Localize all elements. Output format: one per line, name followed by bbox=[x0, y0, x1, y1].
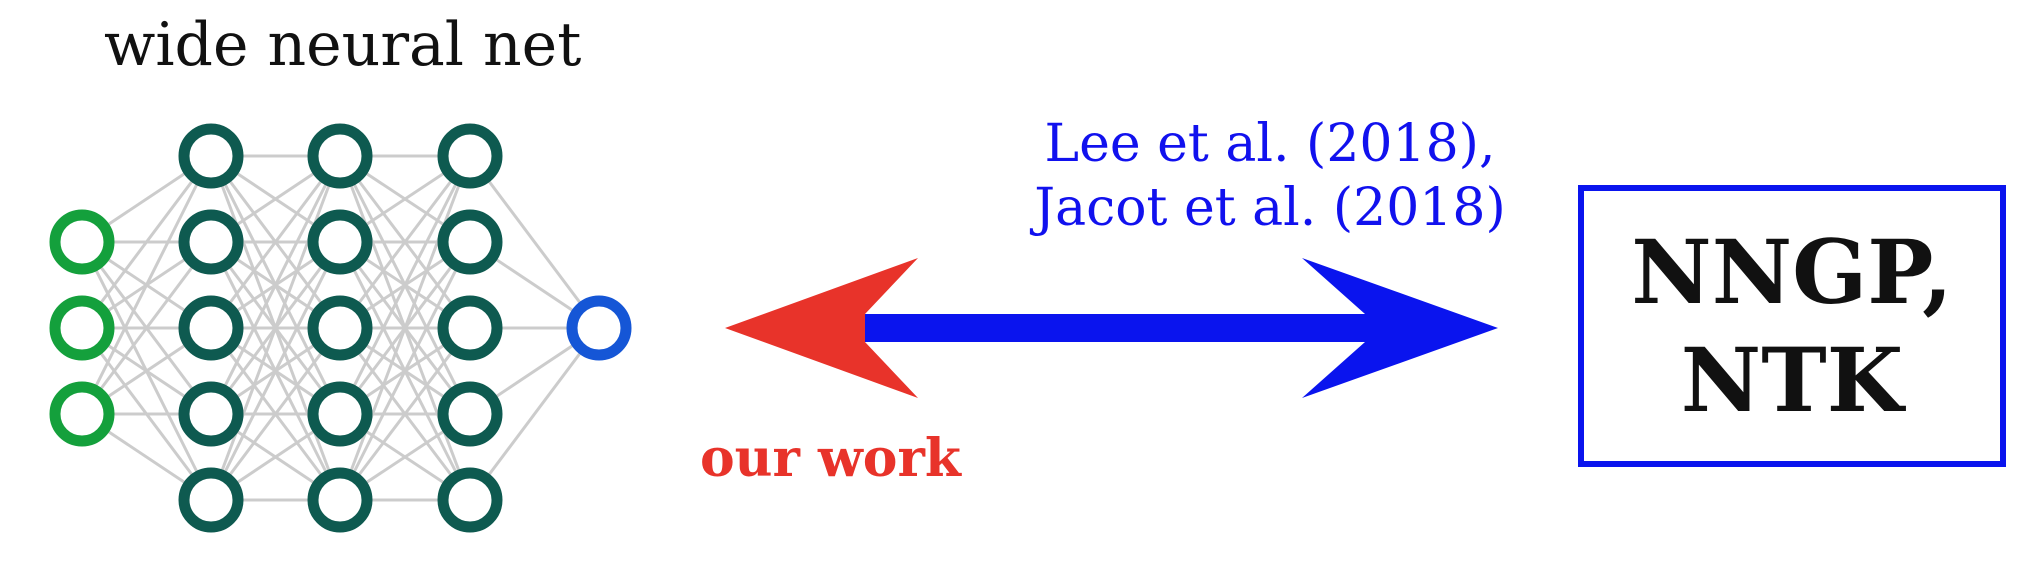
result-line-2: NTK bbox=[1680, 328, 1904, 432]
network-edge bbox=[468, 327, 601, 501]
our-work-arrowhead bbox=[725, 258, 918, 398]
citation-line-1: Lee et al. (2018), bbox=[1044, 114, 1496, 174]
our-work-label: our work bbox=[700, 428, 961, 489]
hidden-node bbox=[437, 123, 503, 189]
hidden-node bbox=[178, 295, 244, 361]
network-edge bbox=[209, 155, 342, 501]
hidden-node bbox=[178, 381, 244, 447]
output-node bbox=[566, 295, 632, 361]
network-edge bbox=[80, 155, 213, 329]
input-node bbox=[49, 381, 115, 447]
hidden-node bbox=[307, 295, 373, 361]
citation-line-2: Jacot et al. (2018) bbox=[1034, 178, 1506, 238]
hidden-node bbox=[178, 209, 244, 275]
network-edge bbox=[209, 155, 342, 415]
hidden-node bbox=[178, 467, 244, 533]
network-edge bbox=[338, 155, 472, 329]
hidden-node bbox=[307, 209, 373, 275]
network-edge bbox=[209, 155, 342, 329]
hidden-node bbox=[307, 467, 373, 533]
result-box: NNGP, NTK bbox=[1578, 185, 2006, 467]
result-line-1: NNGP, bbox=[1631, 220, 1953, 324]
hidden-node bbox=[307, 123, 373, 189]
citation-label: Lee et al. (2018), Jacot et al. (2018) bbox=[1020, 112, 1520, 240]
network-edge bbox=[209, 327, 342, 501]
network-edge bbox=[209, 241, 342, 501]
input-node bbox=[49, 209, 115, 275]
hidden-node bbox=[437, 381, 503, 447]
hidden-node bbox=[178, 123, 244, 189]
network-edge bbox=[338, 155, 472, 501]
network-title: wide neural net bbox=[104, 10, 582, 80]
bidirectional-arrow-shaft bbox=[865, 314, 1365, 342]
hidden-node bbox=[307, 381, 373, 447]
input-node bbox=[49, 295, 115, 361]
network-edge bbox=[338, 241, 472, 501]
hidden-node bbox=[437, 209, 503, 275]
citation-arrowhead bbox=[1302, 258, 1498, 398]
network-edge bbox=[338, 327, 472, 501]
network-nodes bbox=[49, 123, 632, 533]
network-edge bbox=[80, 155, 213, 415]
hidden-node bbox=[437, 295, 503, 361]
network-edge bbox=[468, 155, 601, 329]
network-edge bbox=[80, 241, 213, 415]
network-edge bbox=[338, 155, 472, 415]
hidden-node bbox=[437, 467, 503, 533]
